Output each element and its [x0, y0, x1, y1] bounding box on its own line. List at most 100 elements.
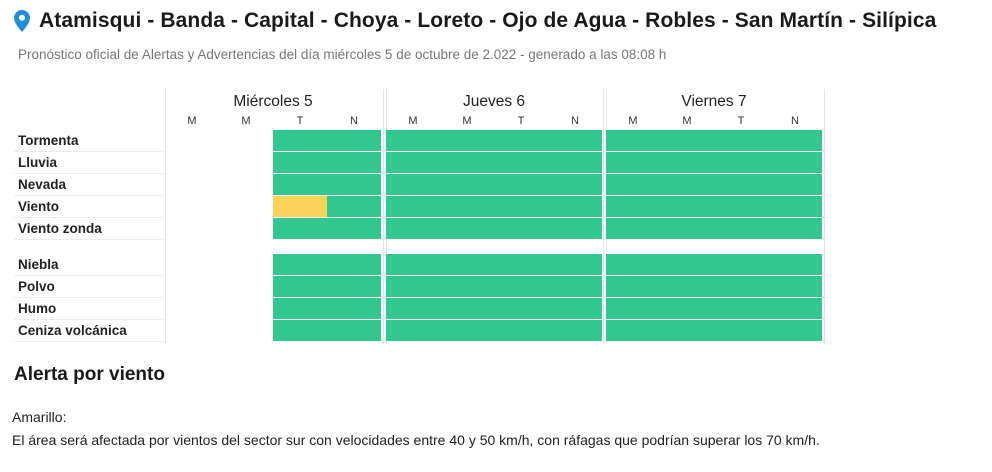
- alert-cell-green: [273, 130, 327, 151]
- time-slot-label: M: [462, 115, 472, 127]
- alert-cell-green: [660, 130, 714, 151]
- alert-cell-green: [660, 174, 714, 195]
- alert-cell-none: [219, 276, 273, 297]
- alert-cell-green: [768, 298, 822, 319]
- alert-cell-green: [273, 174, 327, 195]
- alert-cell-green: [273, 218, 327, 239]
- alert-cell-green: [606, 174, 660, 195]
- row-label: Ceniza volcánica: [18, 323, 127, 338]
- alert-cell-green: [386, 320, 440, 341]
- alert-cell-green: [494, 130, 548, 151]
- alert-cell-green: [386, 152, 440, 173]
- alert-cell-none: [165, 254, 219, 275]
- alert-cell-green: [548, 130, 602, 151]
- grid-separator: [383, 89, 384, 344]
- alert-cell-green: [386, 298, 440, 319]
- alert-cell-green: [327, 298, 381, 319]
- alert-cell-green: [548, 276, 602, 297]
- alert-cell-none: [219, 196, 273, 217]
- alert-cell-none: [165, 320, 219, 341]
- alert-cell-none: [165, 276, 219, 297]
- alert-cell-green: [494, 196, 548, 217]
- grid-separator: [603, 89, 604, 344]
- page-header: Atamisqui - Banda - Capital - Choya - Lo…: [14, 9, 936, 33]
- alert-cell-green: [327, 152, 381, 173]
- alert-cell-green: [327, 254, 381, 275]
- alert-cell-green: [548, 152, 602, 173]
- alert-cell-green: [273, 320, 327, 341]
- row-label: Viento zonda: [18, 221, 102, 236]
- alert-cell-green: [660, 298, 714, 319]
- alert-cell-green: [327, 218, 381, 239]
- alert-cell-green: [660, 152, 714, 173]
- alert-cell-none: [219, 130, 273, 151]
- alert-cell-none: [219, 320, 273, 341]
- alert-cell-green: [606, 218, 660, 239]
- alert-cell-green: [660, 218, 714, 239]
- alert-cell-green: [548, 298, 602, 319]
- alert-cell-green: [548, 320, 602, 341]
- alert-cell-green: [327, 174, 381, 195]
- alert-cell-green: [327, 130, 381, 151]
- alert-cell-green: [606, 320, 660, 341]
- alert-cell-green: [714, 218, 768, 239]
- alert-cell-green: [440, 276, 494, 297]
- location-pin-icon: [14, 10, 30, 32]
- alert-cell-green: [440, 218, 494, 239]
- alert-cell-green: [548, 196, 602, 217]
- grid-separator: [824, 89, 825, 344]
- alert-cell-green: [606, 196, 660, 217]
- time-slot-label: T: [296, 115, 304, 127]
- alert-cell-green: [714, 152, 768, 173]
- row-divider: [14, 239, 165, 240]
- alert-cell-green: [606, 152, 660, 173]
- alert-cell-green: [714, 320, 768, 341]
- alert-cell-green: [494, 254, 548, 275]
- alert-cell-green: [494, 320, 548, 341]
- time-slot-label: M: [241, 115, 251, 127]
- alert-cell-green: [660, 320, 714, 341]
- alert-cell-green: [327, 320, 381, 341]
- row-label: Polvo: [18, 279, 55, 294]
- alert-cell-yellow: [273, 196, 327, 217]
- time-slot-label: M: [187, 115, 197, 127]
- row-divider: [14, 319, 165, 320]
- alert-cell-green: [494, 152, 548, 173]
- row-label: Humo: [18, 301, 57, 316]
- time-slot-label: M: [682, 115, 692, 127]
- time-slot-label: T: [737, 115, 745, 127]
- time-slot-label: N: [791, 115, 799, 127]
- row-divider: [14, 217, 165, 218]
- row-label: Tormenta: [18, 133, 79, 148]
- alert-cell-green: [714, 254, 768, 275]
- alert-cell-green: [714, 196, 768, 217]
- alert-cell-green: [768, 130, 822, 151]
- alert-cell-none: [165, 152, 219, 173]
- time-slot-label: M: [628, 115, 638, 127]
- alert-cell-green: [273, 276, 327, 297]
- alert-cell-green: [606, 254, 660, 275]
- alert-cell-green: [494, 298, 548, 319]
- alert-cell-none: [219, 152, 273, 173]
- row-divider: [14, 173, 165, 174]
- alert-cell-green: [386, 196, 440, 217]
- alert-cell-green: [714, 298, 768, 319]
- alert-cell-green: [440, 254, 494, 275]
- alert-cell-green: [548, 218, 602, 239]
- row-divider: [14, 195, 165, 196]
- alert-cell-green: [714, 130, 768, 151]
- alert-cell-green: [273, 152, 327, 173]
- page-title: Atamisqui - Banda - Capital - Choya - Lo…: [39, 9, 937, 32]
- alert-cell-green: [440, 174, 494, 195]
- alert-cell-green: [768, 174, 822, 195]
- time-slot-label: N: [571, 115, 579, 127]
- row-label: Lluvia: [18, 155, 58, 170]
- page-subtitle: Pronóstico oficial de Alertas y Adverten…: [18, 47, 667, 62]
- alert-cell-none: [165, 218, 219, 239]
- alert-cell-green: [440, 130, 494, 151]
- time-slot-label: T: [517, 115, 525, 127]
- alert-cell-green: [440, 152, 494, 173]
- alert-cell-green: [494, 218, 548, 239]
- alert-cell-green: [273, 254, 327, 275]
- row-divider: [14, 297, 165, 298]
